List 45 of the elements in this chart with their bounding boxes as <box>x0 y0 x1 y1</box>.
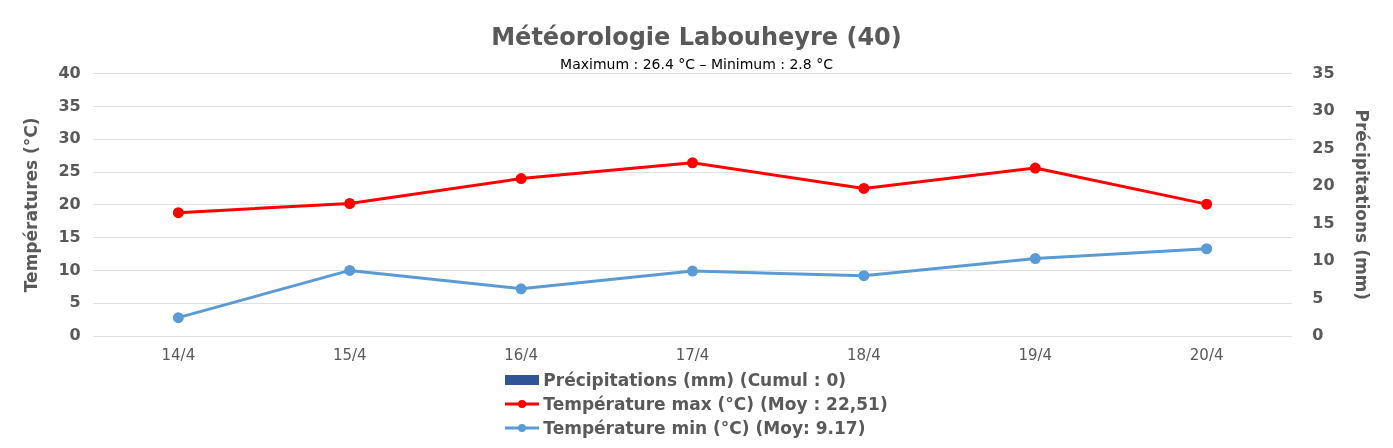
y-tick-label: 5 <box>69 292 81 312</box>
x-tick-label: 18/4 <box>847 345 881 364</box>
point <box>515 283 527 295</box>
y-tick-label: 10 <box>58 259 81 279</box>
point <box>1029 162 1041 174</box>
y-tick-label: 25 <box>58 161 81 181</box>
x-tick-label: 14/4 <box>161 345 196 364</box>
y-tick-label: 35 <box>58 95 81 115</box>
x-tick-label: 19/4 <box>1018 345 1053 364</box>
y-tick-label: 20 <box>58 193 81 213</box>
point <box>172 207 184 219</box>
point <box>344 197 356 209</box>
y2-tick-label: 0 <box>1312 325 1324 345</box>
x-tick-label: 15/4 <box>332 345 367 364</box>
y2-tick-label: 10 <box>1312 250 1335 270</box>
y2-tick-label: 25 <box>1312 137 1335 157</box>
point <box>172 312 184 324</box>
x-tick-label: 20/4 <box>1189 345 1224 364</box>
y-tick-label: 0 <box>69 325 81 345</box>
y-tick-label: 30 <box>58 128 81 148</box>
y2-tick-label: 30 <box>1312 100 1335 120</box>
point <box>515 173 527 185</box>
chart-subtitle: Maximum : 26.4 °C – Minimum : 2.8 °C <box>560 55 834 72</box>
legend-label: Température min (°C) (Moy: 9.17) <box>543 417 866 440</box>
point <box>1201 198 1213 210</box>
point <box>858 270 870 282</box>
y2-tick-label: 5 <box>1312 287 1324 307</box>
y-axis-title: Températures (°C) <box>20 117 41 293</box>
y2-axis-title: Précipitations (mm) <box>1352 109 1373 301</box>
legend-label: Précipitations (mm) (Cumul : 0) <box>543 369 847 392</box>
point <box>344 264 356 276</box>
legend-label: Température max (°C) (Moy : 22,51) <box>543 393 888 416</box>
y2-tick-label: 15 <box>1312 212 1335 232</box>
y-tick-label: 40 <box>58 62 81 82</box>
chart-title: Météorologie Labouheyre (40) <box>491 22 902 51</box>
point <box>687 265 698 277</box>
point <box>858 182 870 194</box>
y2-tick-label: 35 <box>1312 62 1335 82</box>
y-tick-label: 15 <box>58 226 81 246</box>
x-tick-label: 17/4 <box>675 345 710 364</box>
point <box>1201 243 1213 255</box>
x-tick-label: 16/4 <box>504 345 538 364</box>
y2-tick-label: 20 <box>1312 175 1335 195</box>
point <box>1029 253 1041 265</box>
point <box>687 157 698 169</box>
